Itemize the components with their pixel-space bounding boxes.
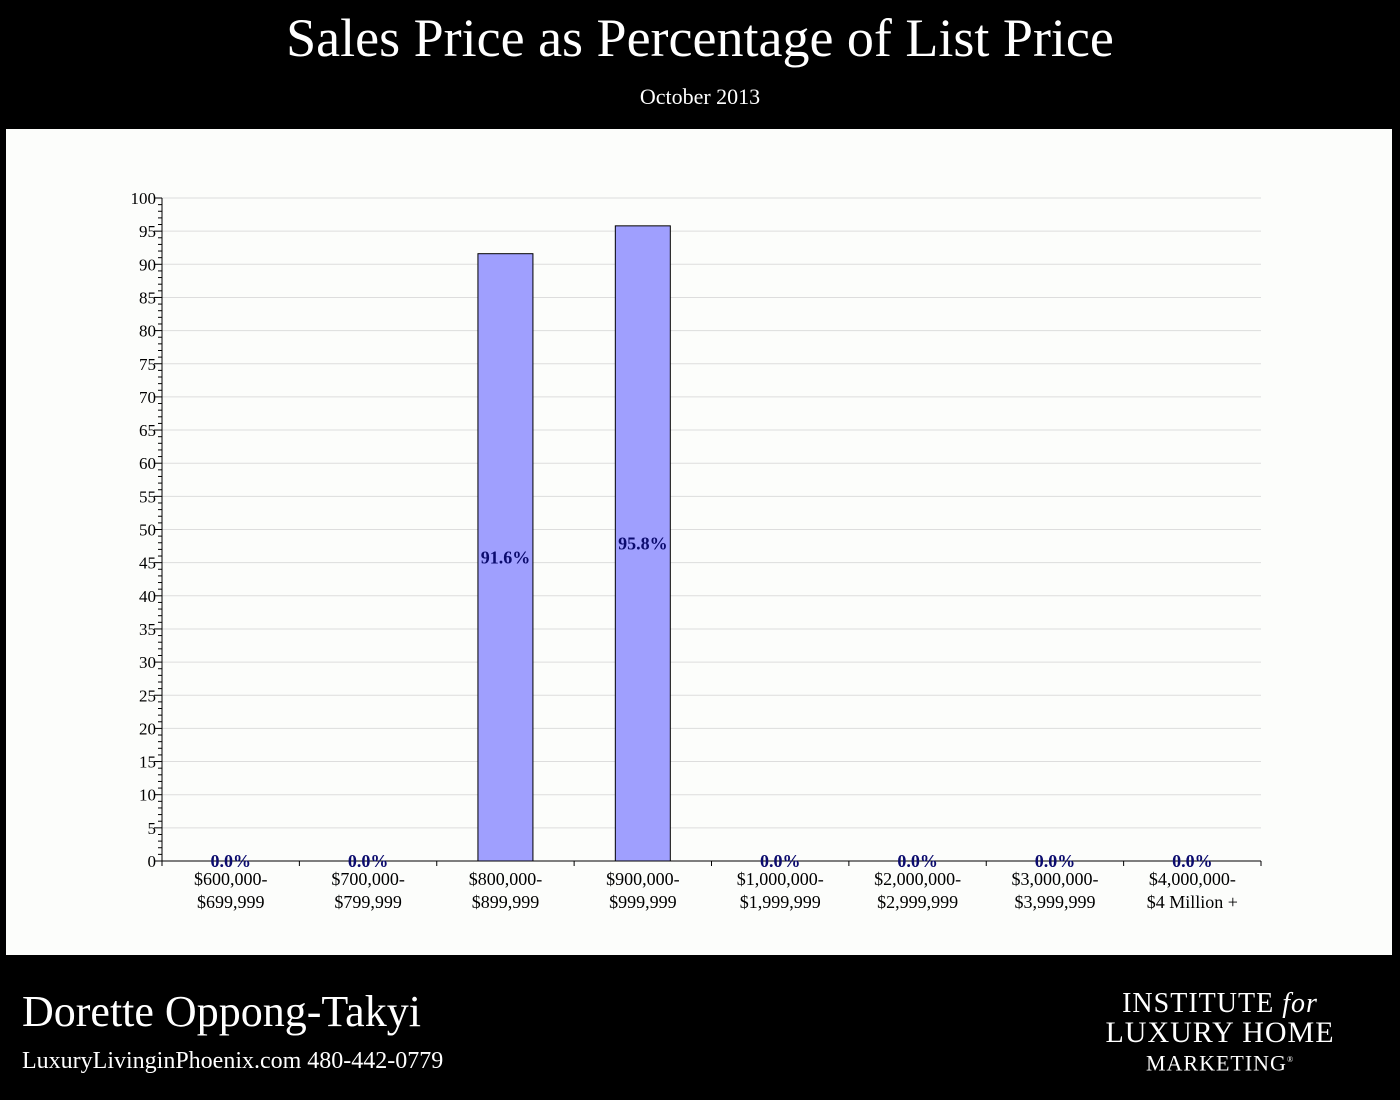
y-tick-label: 90 (139, 255, 156, 274)
y-tick-label: 80 (139, 322, 156, 341)
y-tick-label: 10 (139, 786, 156, 805)
logo-line-2: LUXURY HOME (1105, 1016, 1335, 1049)
chart-header: Sales Price as Percentage of List Price … (0, 0, 1400, 128)
y-tick-label: 50 (139, 521, 156, 540)
y-tick-label: 75 (139, 355, 156, 374)
x-tick-label: $1,999,999 (740, 892, 821, 912)
logo-line-3: MARKETING® (1060, 1048, 1380, 1075)
y-tick-label: 45 (139, 554, 156, 573)
logo-line-1: INSTITUTE for (1060, 990, 1380, 1018)
y-tick-label: 65 (139, 421, 156, 440)
bar (614, 225, 671, 862)
x-tick-label: $700,000- (331, 869, 405, 889)
y-tick-label: 35 (139, 620, 156, 639)
data-label: 91.6% (481, 547, 531, 567)
x-tick-label: $3,999,999 (1014, 892, 1095, 912)
x-tick-label: $899,999 (472, 892, 540, 912)
y-tick-label: 25 (139, 686, 156, 705)
data-label: 0.0% (1172, 851, 1213, 871)
x-tick-label: $3,000,000- (1011, 869, 1098, 889)
x-tick-label: $2,000,000- (874, 869, 961, 889)
x-tick-label: $4 Million + (1147, 892, 1238, 912)
x-tick-label: $799,999 (334, 892, 402, 912)
x-tick-label: $1,000,000- (737, 869, 824, 889)
logo-word-marketing: MARKETING (1145, 1050, 1287, 1076)
x-tick-label: $999,999 (609, 892, 677, 912)
chart-title: Sales Price as Percentage of List Price (286, 8, 1114, 68)
y-tick-label: 15 (139, 753, 156, 772)
y-tick-label: 5 (148, 819, 157, 838)
data-label: 0.0% (348, 851, 389, 871)
chart-subtitle: October 2013 (639, 84, 761, 109)
registered-mark: ® (1286, 1055, 1295, 1064)
y-tick-label: 30 (139, 653, 156, 672)
logo-word-for: for (1282, 988, 1318, 1019)
y-tick-label: 85 (139, 288, 156, 307)
data-label: 0.0% (1035, 851, 1076, 871)
x-tick-label: $4,000,000- (1149, 869, 1236, 889)
data-label: 0.0% (210, 851, 251, 871)
agent-contact: LuxuryLivinginPhoenix.com 480-442-0779 (22, 1048, 444, 1074)
y-tick-label: 20 (139, 719, 156, 738)
x-tick-label: $699,999 (197, 892, 265, 912)
y-tick-label: 60 (139, 454, 156, 473)
bar (477, 253, 534, 862)
chart-panel: 0 5 10 15 20 25 30 35 40 45 50 55 60 65 70 75 80 85 90 95 10… (6, 129, 1392, 955)
x-tick-label: $600,000- (194, 869, 268, 889)
y-tick-label: 0 (148, 852, 157, 871)
x-tick-label: $900,000- (606, 869, 680, 889)
y-tick-label: 100 (131, 189, 157, 208)
data-label: 0.0% (897, 851, 938, 871)
y-tick-label: 55 (139, 487, 156, 506)
y-tick-label: 95 (139, 222, 156, 241)
y-tick-label: 70 (139, 388, 156, 407)
institute-logo: INSTITUTE for LUXURY HOME MARKETING® (1060, 990, 1380, 1075)
x-tick-label: $800,000- (469, 869, 543, 889)
footer: Dorette Oppong-Takyi LuxuryLivinginPhoen… (0, 956, 1400, 1100)
agent-name: Dorette Oppong-Takyi (22, 987, 421, 1036)
data-label: 0.0% (760, 851, 801, 871)
bar-chart: 0 5 10 15 20 25 30 35 40 45 50 55 60 65 70 75 80 85 90 95 10… (131, 189, 1262, 912)
data-label: 95.8% (618, 533, 668, 553)
x-tick-label: $2,999,999 (877, 892, 958, 912)
y-tick-label: 40 (139, 587, 156, 606)
logo-word-institute: INSTITUTE (1122, 988, 1275, 1019)
